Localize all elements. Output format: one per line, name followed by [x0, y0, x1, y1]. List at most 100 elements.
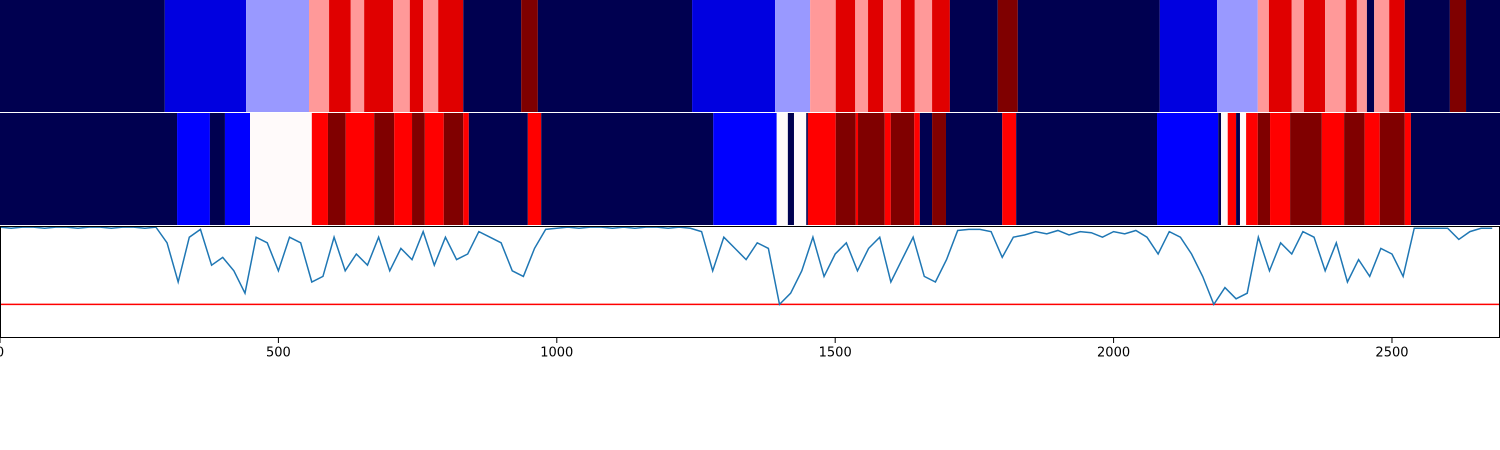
segment [350, 0, 365, 112]
segment [443, 113, 464, 225]
segment [810, 0, 836, 112]
segment [1404, 113, 1411, 225]
segment [1404, 0, 1450, 112]
segment [423, 0, 439, 112]
segment [1217, 0, 1258, 112]
segment [345, 113, 375, 225]
segment [1374, 0, 1390, 112]
segment [932, 0, 950, 112]
segment [807, 113, 836, 225]
segment [900, 0, 915, 112]
segment [1356, 0, 1367, 112]
segment [1218, 113, 1222, 225]
segment [1017, 0, 1160, 112]
segment [835, 0, 856, 112]
segment [463, 113, 469, 225]
segment [1246, 113, 1258, 225]
segment [858, 113, 885, 225]
segment [1236, 113, 1240, 225]
segment [409, 0, 424, 112]
axes-frame [0, 226, 1500, 338]
segment [527, 113, 542, 225]
segment [311, 113, 328, 225]
segment [775, 0, 811, 112]
segment [1364, 113, 1380, 225]
segment [1221, 113, 1228, 225]
segment [177, 113, 210, 225]
segment [394, 113, 413, 225]
segment [1321, 113, 1345, 225]
segment [692, 0, 776, 112]
segment [1290, 113, 1322, 225]
segment [1449, 0, 1467, 112]
segment [1270, 113, 1291, 225]
x-tick-label: 1000 [540, 346, 573, 361]
segment [919, 113, 933, 225]
segment [468, 113, 528, 225]
segment [364, 0, 394, 112]
x-tick-label: 500 [266, 346, 291, 361]
segment [890, 113, 915, 225]
segment [327, 113, 346, 225]
segment [776, 113, 788, 225]
segment [1002, 113, 1017, 225]
segment [949, 0, 998, 112]
segment [374, 113, 395, 225]
segment [0, 113, 178, 225]
segment [997, 0, 1018, 112]
segment [424, 113, 444, 225]
segment [1016, 113, 1158, 225]
segment [463, 0, 522, 112]
segment [855, 113, 859, 225]
segment [855, 0, 869, 112]
segment [209, 113, 225, 225]
segment [1257, 113, 1271, 225]
segment [541, 113, 714, 225]
segment [914, 0, 933, 112]
x-tick-label: 2500 [1375, 346, 1408, 361]
segment [1157, 113, 1219, 225]
data-line [0, 226, 1493, 307]
segment [835, 113, 856, 225]
segment [1268, 0, 1292, 112]
segment [1239, 113, 1247, 225]
segment [393, 0, 410, 112]
segment [0, 0, 165, 112]
segment [224, 113, 250, 225]
x-tick-label: 1500 [819, 346, 852, 361]
segment [412, 113, 425, 225]
segment [868, 0, 884, 112]
segment [914, 113, 920, 225]
segment [713, 113, 777, 225]
segment [932, 113, 946, 225]
segment [1325, 0, 1346, 112]
segment [1345, 0, 1357, 112]
segment [309, 0, 330, 112]
segment [164, 0, 247, 112]
segment [1410, 113, 1500, 225]
segment [1379, 113, 1405, 225]
segment [246, 0, 310, 112]
segment [537, 0, 693, 112]
segment [438, 0, 464, 112]
segment [806, 113, 808, 225]
segment [793, 113, 807, 225]
segment [1227, 113, 1237, 225]
segment [945, 113, 1003, 225]
segment [1344, 113, 1365, 225]
segment [1257, 0, 1269, 112]
segment [1389, 0, 1405, 112]
segment [250, 113, 312, 225]
segment [1159, 0, 1218, 112]
segment [1466, 0, 1500, 112]
segment [329, 0, 351, 112]
x-tick-label: 2000 [1097, 346, 1130, 361]
x-tick-label: 0 [0, 346, 4, 361]
segment [521, 0, 538, 112]
segment [883, 0, 901, 112]
segment [1366, 0, 1375, 112]
plot-area [0, 226, 1500, 307]
segment [884, 113, 891, 225]
segment [1291, 0, 1305, 112]
